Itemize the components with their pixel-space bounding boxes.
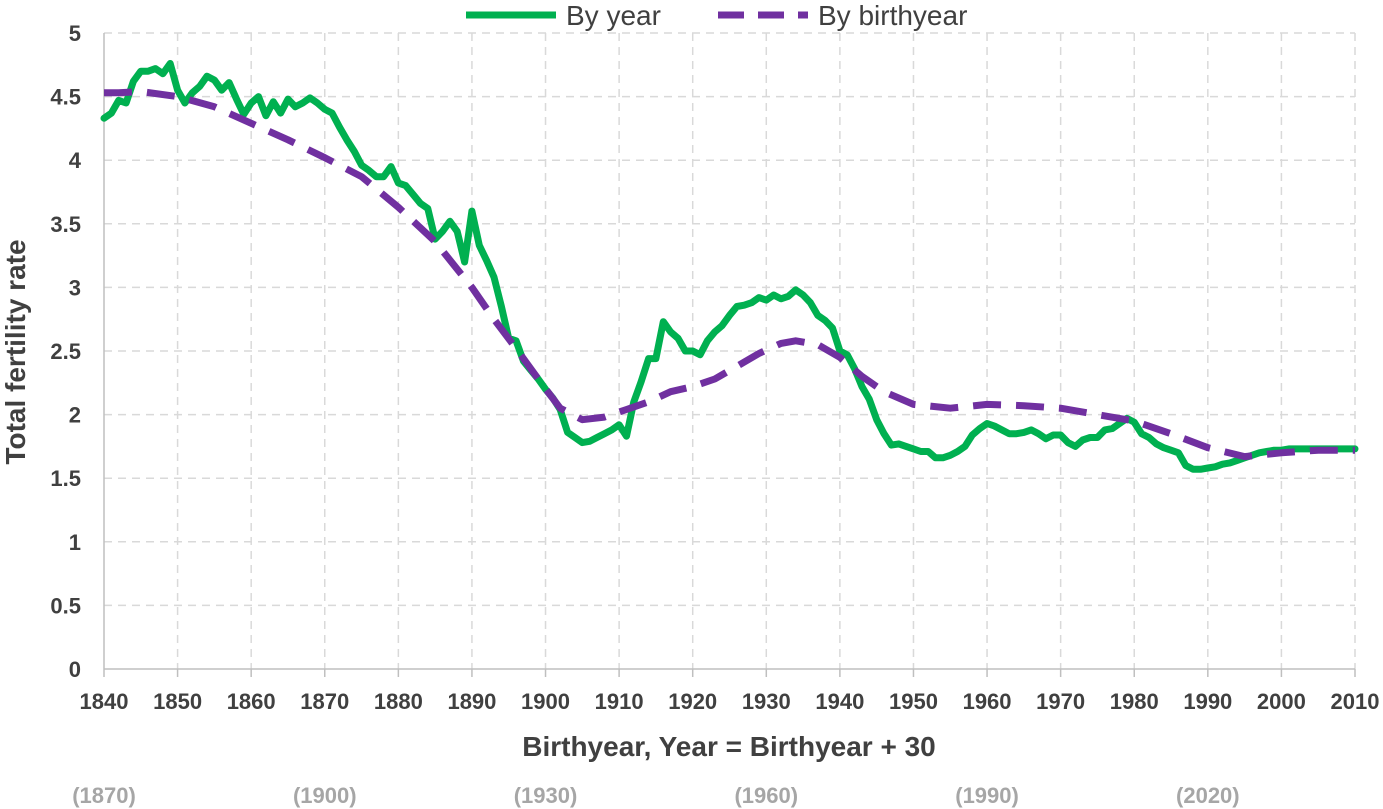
secondary-x-label: (1990) (955, 783, 1019, 808)
x-tick-label: 1850 (153, 689, 202, 714)
x-tick-labels: 1840 1850 1860 1870 1880 1890 1900 1910 1920 1930… (80, 689, 1380, 714)
secondary-x-label: (1930) (514, 783, 578, 808)
y-tick-label: 5 (69, 21, 81, 46)
legend-label-by-birthyear: By birthyear (818, 0, 967, 31)
axes (103, 33, 1356, 677)
x-tick-label: 1860 (227, 689, 276, 714)
x-tick-label: 2000 (1257, 689, 1306, 714)
x-tick-label: 1920 (668, 689, 717, 714)
x-tick-label: 1980 (1110, 689, 1159, 714)
x-tick-label: 1890 (447, 689, 496, 714)
x-tick-label: 1940 (815, 689, 864, 714)
y-tick-label: 2 (69, 403, 81, 428)
x-tick-label: 1910 (595, 689, 644, 714)
y-tick-label: 4 (69, 148, 82, 173)
secondary-x-label: (1870) (72, 783, 136, 808)
secondary-x-label: (1900) (293, 783, 357, 808)
y-tick-label: 4.5 (50, 85, 81, 110)
x-tick-label: 1880 (374, 689, 423, 714)
x-tick-label: 1900 (521, 689, 570, 714)
series-layer (100, 60, 1359, 473)
grid (104, 32, 1356, 669)
series-line-by-birthyear (104, 88, 1355, 461)
secondary-x-label: (2020) (1176, 783, 1240, 808)
y-tick-label: 3.5 (50, 212, 81, 237)
y-tick-label: 3 (69, 275, 81, 300)
y-tick-label: 0.5 (50, 593, 81, 618)
secondary-x-label: (1960) (734, 783, 798, 808)
x-tick-label: 1950 (889, 689, 938, 714)
series-line-by-year (100, 60, 1359, 473)
y-tick-label: 2.5 (50, 339, 81, 364)
y-axis-title: Total fertility rate (0, 239, 31, 464)
y-tick-label: 0 (69, 657, 81, 682)
legend-label-by-year: By year (566, 0, 661, 31)
x-tick-label: 2010 (1331, 689, 1380, 714)
legend: By year By birthyear (466, 0, 967, 31)
x-tick-label: 1930 (742, 689, 791, 714)
x-tick-label: 1840 (80, 689, 129, 714)
x-tick-label: 1870 (300, 689, 349, 714)
y-tick-label: 1 (69, 530, 81, 555)
x-tick-label: 1970 (1036, 689, 1085, 714)
x-tick-label: 1990 (1183, 689, 1232, 714)
y-tick-label: 1.5 (50, 466, 81, 491)
y-tick-labels: 0 0.5 1 1.5 2 2.5 3 3.5 4 4.5 5 (50, 21, 81, 682)
x-tick-label: 1960 (963, 689, 1012, 714)
secondary-x-labels: (1870) (1900) (1930) (1960) (1990) (2020) (72, 783, 1239, 808)
x-axis-title: Birthyear, Year = Birthyear + 30 (522, 731, 936, 762)
